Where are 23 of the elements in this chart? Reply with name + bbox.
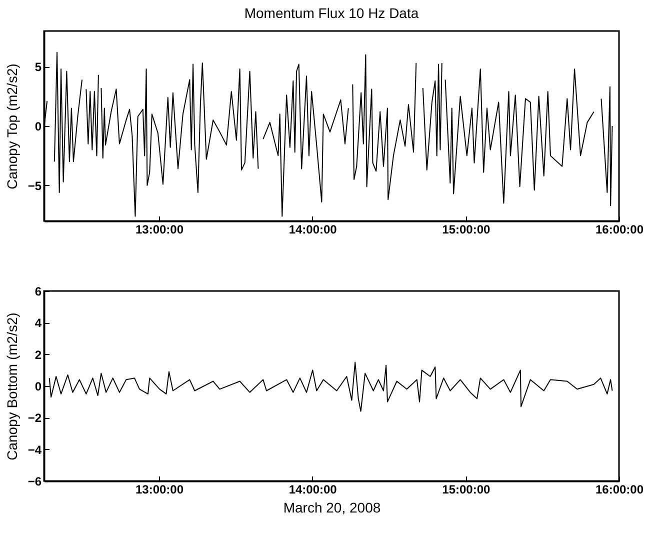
y-tick-label: −4 <box>28 442 42 457</box>
y-tick-label: 6 <box>34 284 42 298</box>
y-tick-label: 0 <box>34 380 42 394</box>
x-tick-label: 13:00:00 <box>135 482 184 496</box>
line-series <box>48 362 613 412</box>
y-tick-label: −2 <box>28 411 42 426</box>
x-tick-label: 13:00:00 <box>135 222 184 236</box>
y-tick-label: 2 <box>34 348 42 362</box>
y-axis-title: Canopy Top (m2/s2) <box>4 64 20 190</box>
y-tick-label: 0 <box>34 120 42 134</box>
y-tick-label: 4 <box>34 316 42 330</box>
x-tick-label: 14:00:00 <box>288 222 338 236</box>
chart-title: Momentum Flux 10 Hz Data <box>244 5 419 21</box>
x-tick-label: 14:00:00 <box>288 482 338 496</box>
x-axis-title: March 20, 2008 <box>283 500 381 516</box>
x-tick-label: 16:00:00 <box>595 222 644 236</box>
y-tick-label: −5 <box>28 178 42 193</box>
x-tick-label: 16:00:00 <box>595 482 644 496</box>
x-tick-label: 15:00:00 <box>442 222 491 236</box>
y-tick-label: −6 <box>28 474 42 488</box>
y-axis-title: Canopy Bottom (m2/s2) <box>4 312 20 460</box>
y-tick-label: 5 <box>34 60 42 74</box>
x-tick-label: 15:00:00 <box>442 482 491 496</box>
